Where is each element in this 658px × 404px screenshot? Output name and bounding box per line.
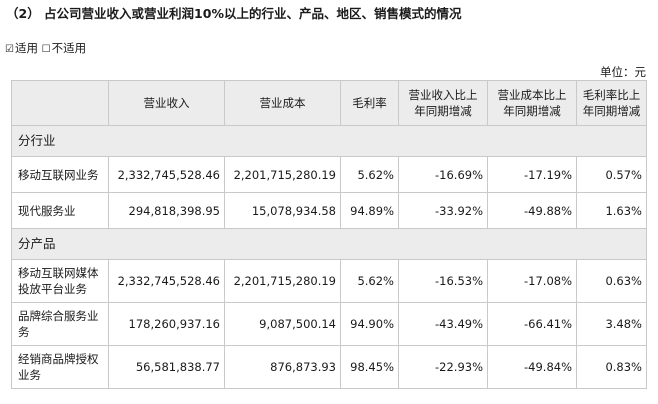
revenue-cell: 56,581,838.77 bbox=[108, 345, 225, 389]
cost-change-cell: -66.41% bbox=[487, 302, 577, 346]
row-name: 品牌综合服务业务 bbox=[11, 302, 109, 346]
header-cell bbox=[11, 80, 109, 126]
table-header-row: 营业收入 营业成本 毛利率 营业收入比上年同期增减 营业成本比上年同期增减 毛利… bbox=[11, 80, 647, 126]
cost-change-cell: -49.88% bbox=[487, 192, 577, 229]
header-cell: 毛利率比上年同期增减 bbox=[576, 80, 647, 126]
applicability-options: ☑适用 ☐不适用 bbox=[5, 40, 86, 56]
cost-cell: 2,201,715,280.19 bbox=[224, 156, 341, 193]
revenue-cell: 2,332,745,528.46 bbox=[108, 156, 225, 193]
table-row: 现代服务业 294,818,398.95 15,078,934.58 94.89… bbox=[11, 192, 647, 229]
section-row-product: 分产品 bbox=[11, 228, 647, 260]
table-row: 移动互联网业务 2,332,745,528.46 2,201,715,280.1… bbox=[11, 156, 647, 193]
cost-change-cell: -17.19% bbox=[487, 156, 577, 193]
section-title: 分行业 bbox=[11, 125, 647, 157]
revenue-change-cell: -16.69% bbox=[398, 156, 488, 193]
table-row: 品牌综合服务业务 178,260,937.16 9,087,500.14 94.… bbox=[11, 302, 647, 346]
unchecked-box-icon[interactable]: ☐ bbox=[41, 44, 51, 55]
cost-cell: 2,201,715,280.19 bbox=[224, 259, 341, 303]
header-cell: 营业成本比上年同期增减 bbox=[487, 80, 577, 126]
cost-cell: 9,087,500.14 bbox=[224, 302, 341, 346]
margin-change-cell: 0.83% bbox=[576, 345, 647, 389]
margin-change-cell: 0.57% bbox=[576, 156, 647, 193]
cost-cell: 15,078,934.58 bbox=[224, 192, 341, 229]
header-cell: 营业成本 bbox=[224, 80, 341, 126]
revenue-change-cell: -22.93% bbox=[398, 345, 488, 389]
unit-label: 单位：元 bbox=[600, 65, 646, 79]
row-name: 移动互联网媒体投放平台业务 bbox=[11, 259, 109, 303]
section-row-industry: 分行业 bbox=[11, 125, 647, 157]
row-name: 现代服务业 bbox=[11, 192, 109, 229]
section-title: 分产品 bbox=[11, 228, 647, 260]
cost-cell: 876,873.93 bbox=[224, 345, 341, 389]
margin-cell: 98.45% bbox=[340, 345, 399, 389]
row-name: 移动互联网业务 bbox=[11, 156, 109, 193]
cost-change-cell: -17.08% bbox=[487, 259, 577, 303]
margin-cell: 94.89% bbox=[340, 192, 399, 229]
revenue-breakdown-table: 营业收入 营业成本 毛利率 营业收入比上年同期增减 营业成本比上年同期增减 毛利… bbox=[11, 80, 647, 389]
margin-cell: 5.62% bbox=[340, 156, 399, 193]
revenue-change-cell: -33.92% bbox=[398, 192, 488, 229]
revenue-change-cell: -43.49% bbox=[398, 302, 488, 346]
revenue-cell: 2,332,745,528.46 bbox=[108, 259, 225, 303]
header-cell: 毛利率 bbox=[340, 80, 399, 126]
margin-change-cell: 1.63% bbox=[576, 192, 647, 229]
section-heading: （2） 占公司营业收入或营业利润10%以上的行业、产品、地区、销售模式的情况 bbox=[6, 6, 462, 21]
cost-change-cell: -49.84% bbox=[487, 345, 577, 389]
not-applicable-label: 不适用 bbox=[51, 41, 87, 55]
revenue-change-cell: -16.53% bbox=[398, 259, 488, 303]
header-cell: 营业收入比上年同期增减 bbox=[398, 80, 488, 126]
table-row: 移动互联网媒体投放平台业务 2,332,745,528.46 2,201,715… bbox=[11, 259, 647, 303]
margin-cell: 5.62% bbox=[340, 259, 399, 303]
margin-change-cell: 3.48% bbox=[576, 302, 647, 346]
table-row: 经销商品牌授权业务 56,581,838.77 876,873.93 98.45… bbox=[11, 345, 647, 389]
revenue-cell: 294,818,398.95 bbox=[108, 192, 225, 229]
margin-cell: 94.90% bbox=[340, 302, 399, 346]
checked-box-icon[interactable]: ☑ bbox=[5, 44, 14, 55]
header-cell: 营业收入 bbox=[108, 80, 225, 126]
revenue-cell: 178,260,937.16 bbox=[108, 302, 225, 346]
margin-change-cell: 0.63% bbox=[576, 259, 647, 303]
row-name: 经销商品牌授权业务 bbox=[11, 345, 109, 389]
applicable-label: 适用 bbox=[14, 41, 38, 55]
